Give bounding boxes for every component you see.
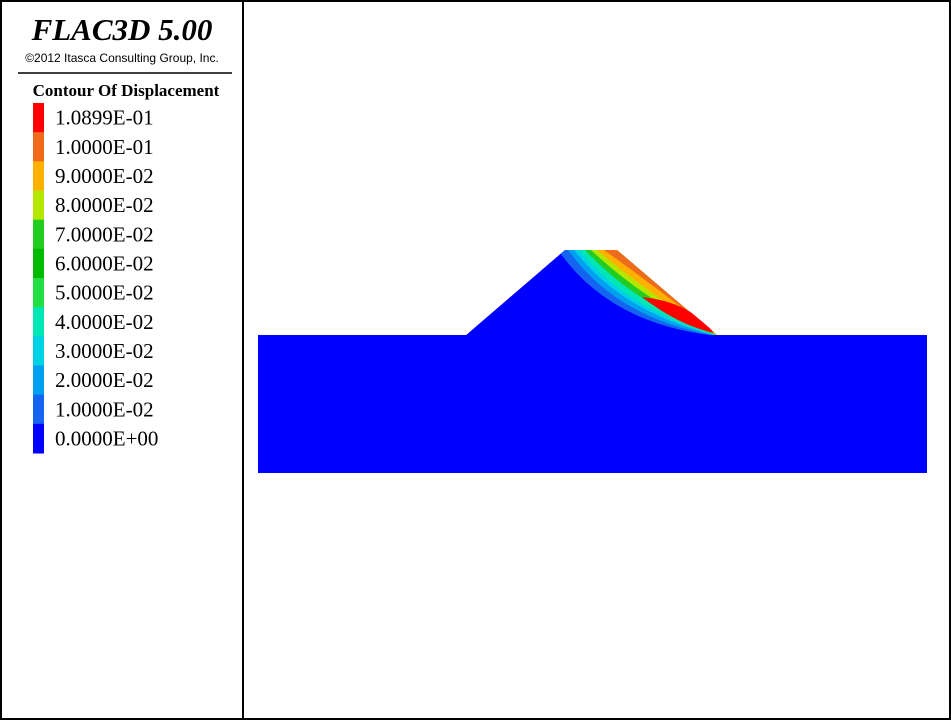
legend-swatch	[33, 219, 44, 250]
legend-label: 4.0000E-02	[55, 310, 154, 334]
copyright: ©2012 Itasca Consulting Group, Inc.	[25, 51, 219, 65]
legend-swatch	[33, 278, 44, 308]
legend-swatch	[33, 423, 44, 454]
legend: 1.0899E-01 1.0000E-01 9.0000E-02 8.0000E-02…	[33, 103, 158, 454]
legend-swatch	[33, 190, 44, 221]
legend-title: Contour Of Displacement	[33, 81, 220, 100]
legend-label: 1.0000E-02	[55, 397, 154, 421]
legend-label: 0.0000E+00	[55, 426, 158, 450]
foundation	[258, 335, 927, 473]
legend-label: 5.0000E-02	[55, 281, 154, 305]
contours	[558, 250, 718, 335]
legend-label: 7.0000E-02	[55, 222, 154, 246]
legend-swatch	[33, 394, 44, 425]
legend-swatch	[33, 161, 44, 191]
legend-label: 9.0000E-02	[55, 164, 154, 188]
legend-swatch	[33, 132, 44, 162]
legend-swatch	[33, 336, 44, 366]
legend-label: 6.0000E-02	[55, 251, 154, 275]
legend-swatch	[33, 307, 44, 337]
legend-label: 2.0000E-02	[55, 368, 154, 392]
legend-label: 8.0000E-02	[55, 193, 154, 217]
model	[258, 250, 927, 473]
app-title: FLAC3D 5.00	[31, 12, 213, 47]
legend-label: 3.0000E-02	[55, 339, 154, 363]
legend-label: 1.0000E-01	[55, 135, 154, 159]
legend-swatch	[33, 248, 44, 279]
legend-swatch	[33, 365, 44, 396]
legend-label: 1.0899E-01	[55, 106, 154, 130]
legend-swatch	[33, 103, 44, 133]
